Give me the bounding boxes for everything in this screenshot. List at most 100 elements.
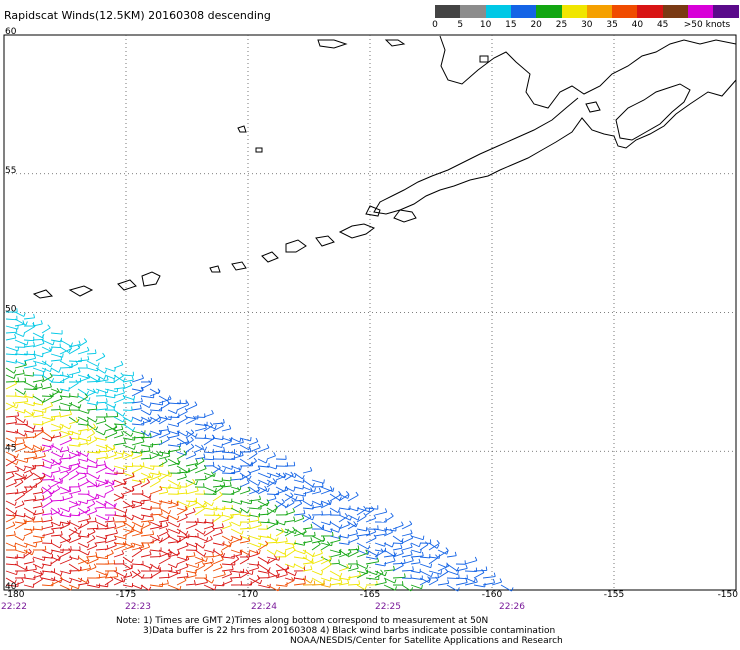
wind-barb-feather [267, 487, 270, 492]
wind-barb-feather [390, 528, 393, 533]
wind-barb [167, 563, 177, 569]
wind-barb [140, 584, 150, 591]
wind-barb-feather [122, 418, 126, 423]
wind-barb-feather [166, 516, 169, 521]
wind-barb [491, 581, 502, 586]
wind-barb-feather [184, 513, 188, 518]
wind-barb-feather [92, 500, 96, 504]
wind-barb [320, 584, 331, 588]
wind-barb [95, 556, 108, 560]
wind-barb [176, 536, 188, 544]
wind-barb-feather [293, 487, 296, 492]
wind-barb [167, 535, 180, 543]
wind-barb-feather [87, 355, 90, 360]
wind-barb [50, 579, 63, 586]
wind-barb-feather [393, 551, 396, 556]
wind-barb [176, 404, 190, 411]
wind-barb [23, 531, 33, 537]
wind-barb-feather [291, 543, 295, 548]
wind-barb [68, 521, 81, 529]
wind-barb-feather [110, 486, 114, 490]
wind-barb [14, 465, 25, 472]
wind-barb-feather [223, 481, 226, 486]
wind-barb [59, 521, 70, 525]
wind-barb [275, 531, 284, 537]
wind-barb [23, 473, 33, 481]
wind-barb-feather [121, 492, 124, 497]
wind-barb-feather [40, 537, 43, 542]
wind-barb [410, 555, 424, 558]
coastline-segment [255, 147, 263, 153]
wind-barb-feather [194, 401, 198, 406]
wind-barb [59, 374, 73, 378]
wind-barb [356, 533, 370, 537]
wind-barb-feather [473, 577, 476, 582]
wind-barb-feather [210, 535, 213, 540]
wind-barb-feather [120, 360, 124, 365]
wind-barb [392, 565, 404, 572]
wind-barb [275, 549, 285, 555]
wind-barb-feather [158, 418, 162, 423]
wind-barb [284, 502, 295, 509]
wind-barb-feather [241, 438, 244, 443]
wind-barb-feather [123, 479, 126, 484]
wind-barb [176, 576, 189, 579]
wind-barb [23, 542, 37, 548]
wind-barb-feather [184, 505, 188, 510]
colorbar-swatch [435, 5, 461, 18]
wind-barb [77, 443, 88, 446]
wind-barb [230, 558, 239, 565]
wind-barb-feather [185, 530, 189, 535]
wind-barb-feather [24, 573, 26, 578]
wind-barb [86, 545, 97, 551]
wind-barb [167, 430, 179, 435]
wind-barb-feather [125, 517, 127, 522]
wind-barb-feather [313, 580, 316, 585]
wind-barb-feather [267, 558, 270, 563]
wind-barb [383, 569, 395, 572]
time-labels: 22:22 22:23 22:24 22:25 22:26 [1, 602, 525, 612]
wind-barb-feather [40, 446, 43, 451]
wind-barb-feather [277, 586, 281, 591]
wind-barb-feather [23, 312, 26, 317]
wind-barb-feather [95, 426, 99, 431]
wind-barb-feather [76, 418, 80, 423]
wind-barb [77, 350, 90, 355]
wind-barb [113, 580, 124, 586]
wind-barb-feather [164, 457, 168, 462]
wind-barb [32, 414, 44, 418]
latitude-label: 50 [5, 305, 17, 315]
wind-barb [86, 465, 97, 469]
wind-barb [302, 500, 312, 507]
wind-barb-feather [114, 429, 118, 434]
wind-barb [41, 495, 52, 502]
wind-barb [23, 577, 35, 580]
wind-barb-feather [440, 570, 442, 575]
wind-barb [230, 500, 242, 505]
wind-barb-feather [187, 502, 190, 507]
wind-barb [338, 524, 350, 530]
wind-barb [14, 339, 28, 346]
wind-barb-feather [138, 547, 143, 551]
wind-barb-feather [330, 528, 333, 533]
wind-barb-feather [321, 555, 325, 560]
wind-barb [158, 507, 170, 515]
wind-barb-feather [251, 570, 254, 575]
wind-barb-feather [115, 529, 118, 534]
wind-barb [167, 423, 179, 427]
coastline-segment [585, 101, 601, 113]
wind-barb [329, 549, 341, 554]
wind-barb [149, 584, 163, 588]
wind-barb-feather [272, 478, 276, 482]
wind-barb [23, 549, 33, 556]
wind-barb [113, 465, 127, 470]
wind-barb [77, 428, 89, 432]
wind-barb-feather [321, 482, 324, 487]
wind-barb [149, 402, 163, 406]
wind-barb [23, 345, 35, 348]
wind-barb-feather [280, 528, 285, 532]
colorbar-label: 15 [505, 20, 517, 30]
wind-barb [338, 549, 349, 557]
wind-barb [257, 500, 268, 507]
wind-barb [176, 476, 187, 481]
